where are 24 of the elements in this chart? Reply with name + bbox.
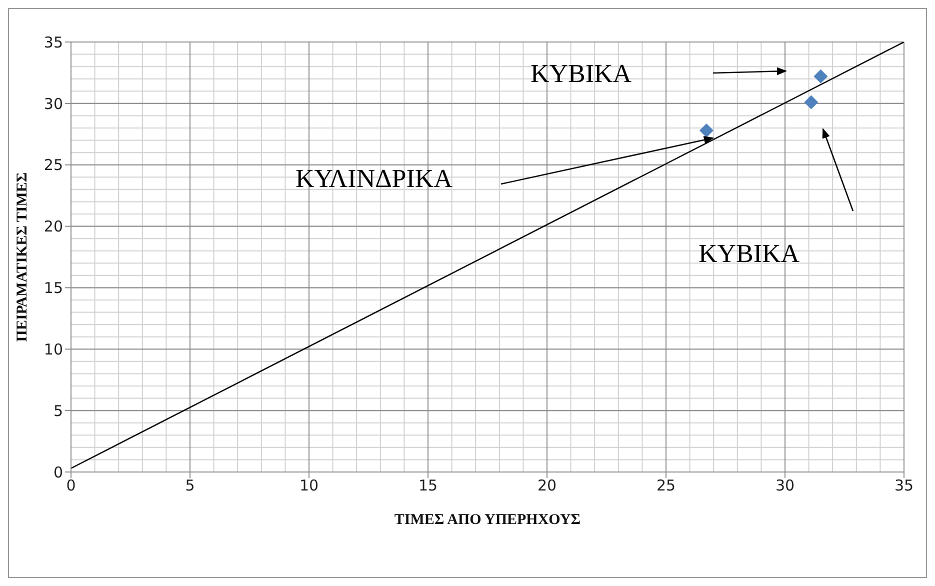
point [814, 69, 828, 84]
y-tick-label: 35 [44, 33, 63, 52]
y-axis-title: ΠΕΙΡΑΜΑΤΙΚΕΣ ΤΙΜΕΣ [14, 172, 30, 342]
x-tick-label: 20 [537, 476, 557, 495]
y-tick-label: 5 [53, 402, 63, 420]
x-axis-title: ΤΙΜΕΣ ΑΠΟ ΥΠΕΡΗΧΟΥΣ [394, 512, 581, 528]
x-tick-label: 5 [185, 476, 195, 495]
y-tick-label: 0 [53, 463, 63, 482]
y-tick-label: 15 [44, 279, 63, 298]
x-tick-label: 0 [66, 476, 76, 495]
x-tick-label: 15 [418, 476, 438, 495]
x-tick-label: 10 [299, 476, 319, 495]
point [699, 123, 714, 138]
y-tick-label: 30 [44, 94, 63, 113]
x-tick-label: 35 [894, 476, 914, 495]
annotation: ΚΥΒΙΚΑ [698, 238, 800, 268]
annotation: ΚΥΒΙΚΑ [530, 58, 632, 88]
y-tick-label: 10 [44, 340, 63, 358]
x-tick-label: 25 [656, 476, 676, 495]
y-tick-label: 20 [44, 218, 63, 236]
y-tick-label: 25 [44, 156, 63, 174]
annotation: ΚΥΛΙΝΔΡΙΚΑ [296, 164, 453, 193]
point [804, 95, 818, 110]
x-tick-label: 30 [775, 476, 795, 495]
